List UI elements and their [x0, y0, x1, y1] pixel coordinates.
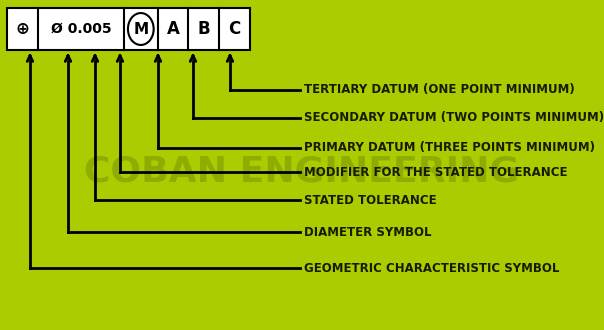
Text: PRIMARY DATUM (THREE POINTS MINIMUM): PRIMARY DATUM (THREE POINTS MINIMUM) [304, 142, 595, 154]
Text: SECONDARY DATUM (TWO POINTS MINIMUM): SECONDARY DATUM (TWO POINTS MINIMUM) [304, 112, 604, 124]
Text: C: C [228, 20, 241, 38]
Text: ⊕: ⊕ [16, 20, 30, 38]
Text: B: B [198, 20, 210, 38]
Text: DIAMETER SYMBOL: DIAMETER SYMBOL [304, 225, 431, 239]
Text: STATED TOLERANCE: STATED TOLERANCE [304, 193, 437, 207]
Bar [7, 8, 250, 50]
Text: Ø 0.005: Ø 0.005 [51, 22, 111, 36]
Text: M: M [133, 21, 149, 37]
Text: A: A [167, 20, 179, 38]
Ellipse shape [128, 13, 153, 45]
Text: TERTIARY DATUM (ONE POINT MINIMUM): TERTIARY DATUM (ONE POINT MINIMUM) [304, 83, 575, 96]
Text: GEOMETRIC CHARACTERISTIC SYMBOL: GEOMETRIC CHARACTERISTIC SYMBOL [304, 261, 559, 275]
Text: MODIFIER FOR THE STATED TOLERANCE: MODIFIER FOR THE STATED TOLERANCE [304, 166, 568, 179]
Text: COBAN ENGINEERING: COBAN ENGINEERING [85, 154, 519, 189]
